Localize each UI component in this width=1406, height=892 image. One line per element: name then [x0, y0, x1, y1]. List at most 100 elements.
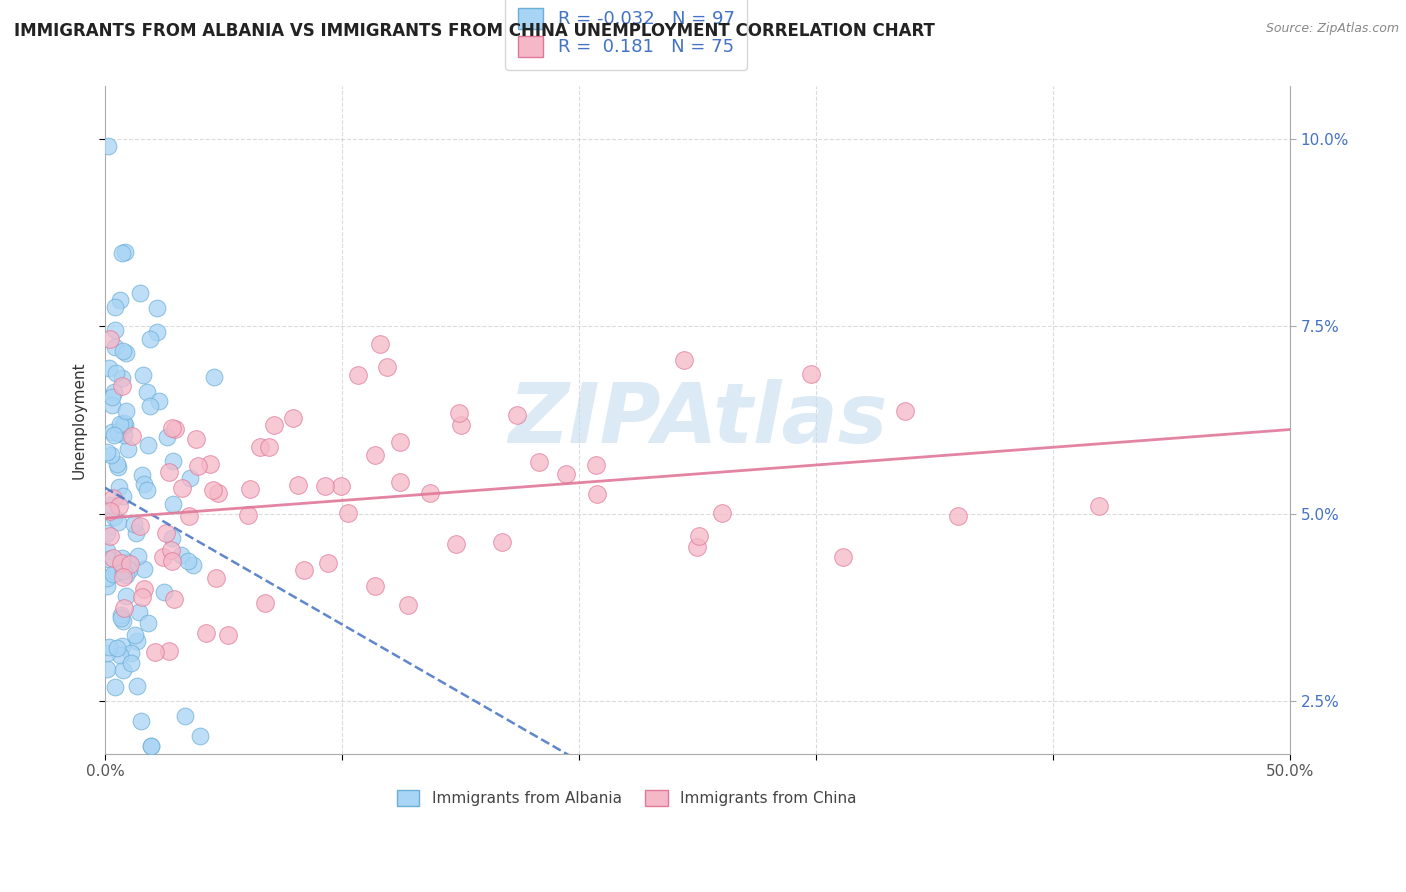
Point [105, 641, 128, 656]
Point [128, 605, 150, 619]
Y-axis label: Unemployment: Unemployment [72, 361, 86, 479]
Point [217, 627, 239, 641]
Point [101, 567, 124, 582]
Point [114, 245, 136, 260]
Point [120, 656, 142, 670]
Point [104, 680, 127, 694]
Point [124, 628, 146, 642]
Point [129, 285, 152, 300]
Point [112, 344, 135, 359]
Point [673, 353, 696, 368]
Point [101, 398, 124, 412]
Point [162, 453, 184, 467]
Point [107, 515, 129, 529]
Point [104, 566, 127, 580]
Point [364, 579, 387, 593]
Point [104, 323, 127, 337]
Point [112, 489, 135, 503]
Point [96, 445, 118, 459]
Point [105, 367, 128, 381]
Point [96, 526, 118, 541]
Point [110, 556, 132, 570]
Point [148, 393, 170, 408]
Point [294, 563, 316, 577]
Point [157, 465, 180, 479]
Point [118, 563, 141, 577]
Point [449, 406, 471, 420]
Point [115, 568, 138, 582]
Point [163, 592, 186, 607]
Point [201, 483, 224, 497]
Point [136, 616, 159, 631]
Point [110, 611, 132, 625]
Point [202, 370, 225, 384]
Point [111, 663, 134, 677]
Point [98, 640, 121, 654]
Point [96, 571, 118, 585]
Point [97, 139, 120, 153]
Point [103, 509, 125, 524]
Point [165, 422, 187, 436]
Point [186, 432, 208, 446]
Text: ZIPAtlas: ZIPAtlas [508, 379, 887, 460]
Point [96, 662, 118, 676]
Point [187, 458, 209, 473]
Point [103, 491, 125, 506]
Point [110, 607, 132, 622]
Point [125, 679, 148, 693]
Legend: Immigrants from Albania, Immigrants from China: Immigrants from Albania, Immigrants from… [391, 784, 862, 813]
Point [316, 556, 339, 570]
Point [111, 417, 134, 432]
Point [893, 404, 915, 418]
Point [105, 457, 128, 471]
Point [101, 425, 124, 439]
Point [111, 551, 134, 566]
Point [103, 427, 125, 442]
Point [419, 486, 441, 500]
Point [527, 455, 550, 469]
Point [491, 534, 513, 549]
Point [100, 390, 122, 404]
Point [832, 550, 855, 565]
Point [238, 508, 260, 522]
Point [287, 478, 309, 492]
Point [112, 600, 135, 615]
Point [176, 554, 198, 568]
Point [134, 562, 156, 576]
Point [586, 487, 609, 501]
Point [121, 429, 143, 443]
Point [139, 332, 162, 346]
Point [108, 500, 131, 514]
Point [96, 544, 118, 558]
Point [145, 325, 167, 339]
Point [396, 598, 419, 612]
Point [98, 529, 121, 543]
Point [118, 558, 141, 572]
Point [257, 440, 280, 454]
Point [139, 739, 162, 753]
Point [129, 519, 152, 533]
Point [183, 558, 205, 572]
Point [162, 497, 184, 511]
Point [207, 486, 229, 500]
Point [108, 293, 131, 308]
Point [170, 549, 193, 563]
Point [253, 596, 276, 610]
Point [160, 420, 183, 434]
Point [1088, 499, 1111, 513]
Point [389, 435, 412, 450]
Point [111, 378, 134, 392]
Point [107, 425, 129, 440]
Point [347, 368, 370, 382]
Point [96, 579, 118, 593]
Point [101, 550, 124, 565]
Point [249, 440, 271, 454]
Point [110, 558, 132, 573]
Point [389, 475, 412, 489]
Text: IMMIGRANTS FROM ALBANIA VS IMMIGRANTS FROM CHINA UNEMPLOYMENT CORRELATION CHART: IMMIGRANTS FROM ALBANIA VS IMMIGRANTS FR… [14, 22, 935, 40]
Point [156, 430, 179, 444]
Point [337, 506, 360, 520]
Text: Source: ZipAtlas.com: Source: ZipAtlas.com [1265, 22, 1399, 36]
Point [146, 301, 169, 315]
Point [946, 509, 969, 524]
